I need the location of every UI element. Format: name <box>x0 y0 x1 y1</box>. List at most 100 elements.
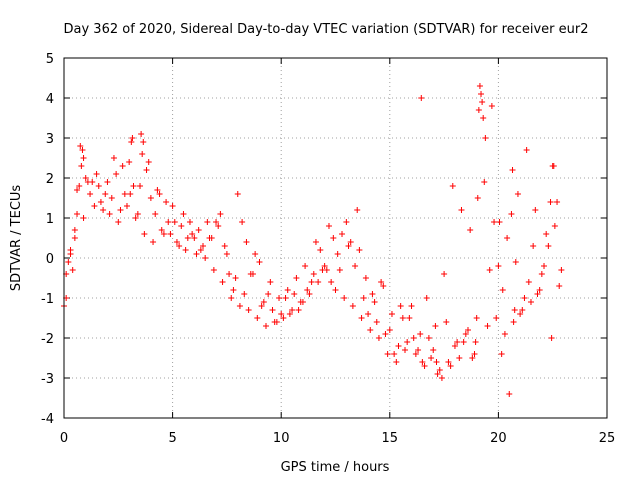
data-point <box>474 195 481 201</box>
data-point <box>134 211 141 217</box>
data-point <box>462 331 469 337</box>
data-point <box>428 355 435 361</box>
data-point <box>523 147 530 153</box>
data-point <box>78 163 85 169</box>
data-point <box>354 207 361 213</box>
data-point <box>417 331 424 337</box>
data-point <box>375 335 382 341</box>
plot-frame <box>63 57 608 419</box>
data-point <box>456 355 463 361</box>
data-point <box>132 215 139 221</box>
data-point <box>79 147 86 153</box>
data-point <box>365 311 372 317</box>
data-point <box>110 155 117 161</box>
data-point <box>193 251 200 257</box>
data-point <box>491 219 498 225</box>
data-point <box>74 211 81 217</box>
data-point <box>102 191 109 197</box>
data-point <box>91 203 98 209</box>
data-point <box>130 183 137 189</box>
data-point <box>269 307 276 313</box>
data-point <box>150 239 157 245</box>
data-point <box>367 327 374 333</box>
data-point <box>451 343 458 349</box>
data-point <box>315 279 322 285</box>
data-point <box>302 263 309 269</box>
data-point <box>249 271 256 277</box>
y-tick-label: 4 <box>46 92 54 107</box>
data-point <box>319 267 326 273</box>
data-point <box>84 179 91 185</box>
data-point <box>438 375 445 381</box>
data-point <box>495 263 502 269</box>
data-point <box>479 99 486 105</box>
data-point <box>538 271 545 277</box>
data-point <box>343 219 350 225</box>
data-point <box>141 231 148 237</box>
data-point <box>295 307 302 313</box>
data-point <box>478 91 485 97</box>
x-tick-label: 15 <box>382 431 399 446</box>
data-point <box>310 271 317 277</box>
data-point <box>297 299 304 305</box>
data-point <box>464 327 471 333</box>
data-point <box>514 191 521 197</box>
data-point <box>278 311 285 317</box>
data-point <box>276 295 283 301</box>
data-point <box>386 327 393 333</box>
data-point <box>373 319 380 325</box>
data-point <box>475 107 482 113</box>
data-point <box>534 291 541 297</box>
data-point <box>423 295 430 301</box>
data-point <box>163 199 170 205</box>
data-point <box>304 287 311 293</box>
data-point <box>556 283 563 289</box>
data-point <box>117 207 124 213</box>
data-point <box>352 263 359 269</box>
data-point <box>252 251 259 257</box>
data-point <box>206 235 213 241</box>
data-point <box>391 351 398 357</box>
data-point <box>126 159 133 165</box>
data-point <box>476 83 483 89</box>
data-point <box>469 355 476 361</box>
data-point <box>325 223 332 229</box>
data-point <box>67 251 74 257</box>
data-point <box>382 331 389 337</box>
data-point <box>77 143 84 149</box>
y-tick-label: 5 <box>46 52 54 67</box>
data-point <box>178 223 185 229</box>
data-point <box>97 199 104 205</box>
data-point <box>418 95 425 101</box>
data-point <box>541 263 548 269</box>
data-point <box>499 287 506 293</box>
data-point <box>156 191 163 197</box>
data-point <box>433 359 440 365</box>
data-point <box>421 363 428 369</box>
data-point <box>182 247 189 253</box>
data-point <box>80 215 87 221</box>
data-point <box>482 135 489 141</box>
data-point <box>419 359 426 365</box>
data-point <box>173 239 180 245</box>
data-point <box>511 307 518 313</box>
data-point <box>137 183 144 189</box>
data-point <box>412 351 419 357</box>
data-point <box>113 171 120 177</box>
data-point <box>195 227 202 233</box>
data-point <box>256 259 263 265</box>
data-point <box>158 227 165 233</box>
data-point <box>488 103 495 109</box>
data-point <box>458 207 465 213</box>
data-point <box>406 315 413 321</box>
data-point <box>402 347 409 353</box>
data-point <box>480 115 487 121</box>
y-tick-label: -3 <box>41 372 54 387</box>
data-point <box>282 295 289 301</box>
data-point <box>258 303 265 309</box>
data-point <box>434 371 441 377</box>
data-point <box>189 231 196 237</box>
chart-title: Day 362 of 2020, Sidereal Day-to-day VTE… <box>64 22 589 37</box>
data-point <box>345 243 352 249</box>
